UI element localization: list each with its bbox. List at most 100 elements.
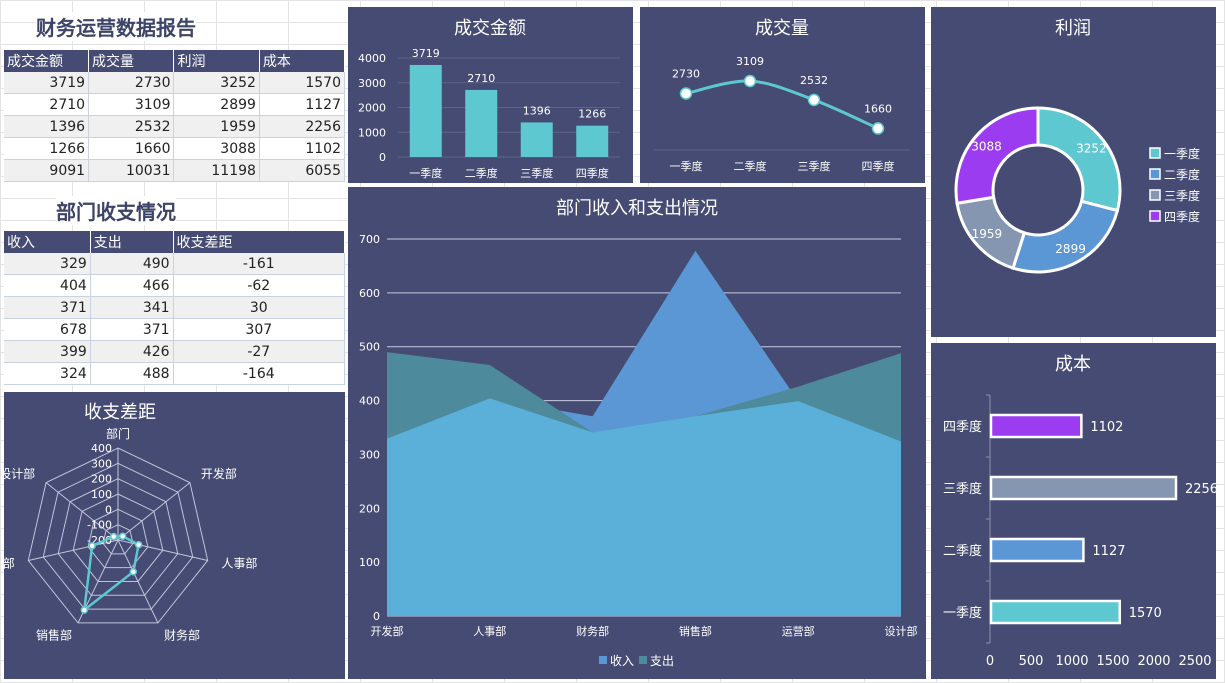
y-tick-label: 3000 (358, 77, 386, 90)
radial-tick-label: 300 (91, 457, 112, 470)
radar-ring (87, 508, 149, 569)
legend-label: 收入 (610, 654, 634, 668)
legend-swatch (599, 656, 607, 664)
gap-chart-panel[interactable]: 收支差距-200-1000100200300400部门开发部人事部财务部销售部营… (4, 392, 345, 679)
dept-section-title: 部门收支情况 (56, 196, 176, 225)
radar-spoke (117, 539, 159, 624)
table-cell[interactable]: 2730 (88, 72, 175, 94)
y-tick-label: 四季度 (943, 419, 982, 435)
chart-title: 部门收入和支出情况 (556, 198, 718, 219)
data-point (129, 568, 138, 576)
bar (465, 89, 498, 157)
volume-chart: 成交量 2730 一季度 3109 二季度 2532 三季度 1660 四季度 (654, 18, 910, 173)
table-cell[interactable]: 466 (90, 274, 174, 297)
table-header-cell: 成交量 (88, 50, 175, 72)
x-tick-label: 人事部 (473, 624, 506, 638)
table-cell[interactable]: 1127 (259, 93, 346, 116)
pie-slice (1011, 199, 1120, 274)
table-cell[interactable]: 1959 (173, 115, 260, 138)
legend-swatch (1149, 168, 1161, 180)
radar-ring (42, 462, 194, 610)
y-tick-label: 二季度 (943, 543, 982, 559)
legend-label: 一季度 (1164, 146, 1200, 161)
table-cell[interactable]: -164 (173, 362, 346, 385)
amount-chart: 成交金额 0 1000 2000 3000 4000 3719 一季度 2710 二季度 1396 三… (358, 18, 620, 180)
dept-chart-panel[interactable]: 部门收入和支出情况 0 100 200 300 400 500 600 700 开发部 人事部 财务部… (348, 187, 926, 679)
volume-chart-panel[interactable]: 成交量 2730 一季度 3109 二季度 2532 三季度 1660 四季度 (640, 7, 925, 183)
table-cell[interactable]: 329 (4, 253, 91, 275)
sales-table: 成交金额 成交量 利润 成本 3719 2730 3252 1570 2710 3109 2899 1… (4, 50, 346, 182)
data-point (88, 542, 96, 550)
table-cell[interactable]: 2899 (173, 93, 260, 116)
table-cell[interactable]: 307 (173, 318, 346, 341)
x-tick-label: 财务部 (576, 624, 609, 638)
legend-swatch (1149, 189, 1161, 201)
profit-chart-panel[interactable]: 利润 3252 2899 1959 3088 一季度 二季度 三季度 四季度 (931, 7, 1216, 337)
table-cell[interactable]: 1660 (88, 137, 175, 160)
table-cell[interactable]: -27 (173, 340, 346, 363)
chart-title: 利润 (1055, 18, 1091, 39)
table-cell[interactable]: 404 (4, 274, 91, 297)
series-line (685, 79, 879, 130)
table-cell[interactable]: 3252 (173, 72, 260, 94)
table-cell[interactable]: 490 (90, 253, 174, 275)
x-tick-label: 二季度 (734, 159, 767, 173)
dept-table: 收入 支出 收支差距 329 490 -161 404 466 -62 371 341 30 678 37… (4, 231, 346, 385)
table-cell[interactable]: 1570 (259, 72, 346, 94)
table-cell[interactable]: 371 (4, 296, 91, 319)
axis-label: 部门 (106, 426, 130, 441)
series-area-overlap (387, 398, 901, 616)
table-cell[interactable]: 678 (4, 318, 91, 341)
y-tick-label: 1000 (358, 126, 386, 139)
table-cell[interactable]: 3109 (88, 93, 175, 116)
gap-chart: 收支差距-200-1000100200300400部门开发部人事部财务部销售部营… (4, 402, 257, 643)
bar (989, 413, 1083, 439)
data-label: 1660 (864, 102, 892, 115)
table-row: 3719 2730 3252 1570 (4, 72, 346, 94)
radial-tick-label: 0 (105, 503, 112, 516)
table-cell[interactable]: 324 (4, 362, 91, 385)
radial-tick-label: 200 (91, 473, 112, 486)
table-cell[interactable]: 2532 (88, 115, 175, 138)
table-cell[interactable]: 6055 (259, 159, 346, 182)
table-cell[interactable]: 30 (173, 296, 346, 319)
x-tick-label: 设计部 (885, 624, 918, 638)
table-cell[interactable]: 9091 (4, 159, 90, 182)
x-tick-label: 运营部 (782, 624, 815, 638)
table-cell[interactable]: 2710 (4, 93, 90, 116)
amount-chart-panel[interactable]: 成交金额 0 1000 2000 3000 4000 3719 一季度 2710 二季度 1396 三… (348, 7, 633, 183)
data-point (679, 87, 693, 100)
y-tick-label: 400 (359, 395, 380, 408)
table-cell[interactable]: 1396 (4, 115, 90, 138)
pie-slice (1036, 106, 1122, 213)
y-tick-label: 2000 (358, 102, 386, 115)
cost-chart-panel[interactable]: 成本 1570 一季度 1127 二季度 2256 三季度 1102 四季度 0 500 1000 15… (931, 343, 1216, 679)
table-cell[interactable]: 1102 (259, 137, 346, 160)
table-cell[interactable]: 2256 (259, 115, 346, 138)
table-cell[interactable]: 3088 (173, 137, 260, 160)
dept-chart: 部门收入和支出情况 0 100 200 300 400 500 600 700 开发部 人事部 财务部… (359, 198, 918, 668)
table-cell[interactable]: 341 (90, 296, 174, 319)
table-cell[interactable]: 426 (90, 340, 174, 363)
radar-spoke (117, 539, 208, 561)
legend-swatch (1149, 147, 1161, 159)
table-cell[interactable]: 3719 (4, 72, 90, 94)
table-cell[interactable]: 371 (90, 318, 174, 341)
y-tick-label: 三季度 (943, 481, 982, 497)
bar (409, 64, 442, 157)
bar (989, 537, 1085, 563)
x-tick-label: 2500 (1178, 654, 1211, 669)
table-cell[interactable]: -161 (173, 253, 346, 275)
data-point (871, 122, 885, 135)
data-label: 2730 (672, 67, 700, 80)
data-label: 1570 (1129, 606, 1162, 621)
table-cell[interactable]: 11198 (173, 159, 260, 182)
table-cell[interactable]: -62 (173, 274, 346, 297)
table-cell[interactable]: 488 (90, 362, 174, 385)
radar-spoke (28, 539, 119, 561)
table-cell[interactable]: 10031 (88, 159, 175, 182)
chart-title: 成交金额 (454, 18, 526, 39)
table-cell[interactable]: 1266 (4, 137, 90, 160)
table-cell[interactable]: 399 (4, 340, 91, 363)
